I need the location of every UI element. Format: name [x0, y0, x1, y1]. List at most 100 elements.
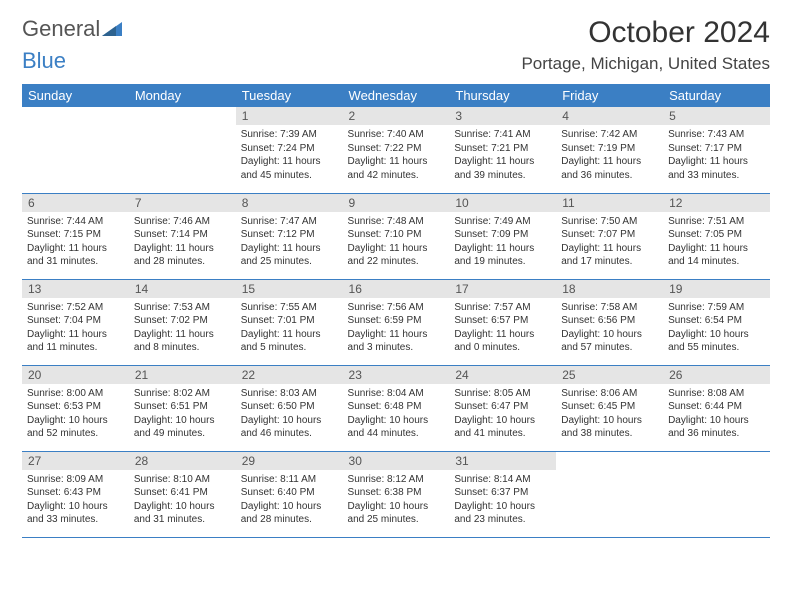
calendar-cell: 8 Sunrise: 7:47 AMSunset: 7:12 PMDaylight…: [236, 193, 343, 279]
daylight-text: Daylight: 11 hours and 14 minutes.: [668, 242, 765, 269]
day-details: Sunrise: 8:09 AMSunset: 6:43 PMDaylight:…: [22, 470, 129, 530]
daylight-text: Daylight: 11 hours and 5 minutes.: [241, 328, 338, 355]
sunset-text: Sunset: 6:51 PM: [134, 400, 231, 414]
daylight-text: Daylight: 11 hours and 25 minutes.: [241, 242, 338, 269]
calendar-cell: 31Sunrise: 8:14 AMSunset: 6:37 PMDayligh…: [449, 451, 556, 537]
calendar-cell: 29Sunrise: 8:11 AMSunset: 6:40 PMDayligh…: [236, 451, 343, 537]
sunset-text: Sunset: 7:15 PM: [27, 228, 124, 242]
calendar-cell: 9Sunrise: 7:48 AMSunset: 7:10 PMDaylight…: [343, 193, 450, 279]
day-details: Sunrise: 7:49 AMSunset: 7:09 PMDaylight:…: [449, 212, 556, 272]
daylight-text: Daylight: 10 hours and 38 minutes.: [561, 414, 658, 441]
weekday-mon: Monday: [129, 84, 236, 107]
day-details: Sunrise: 7:44 AMSunset: 7:15 PMDaylight:…: [22, 212, 129, 272]
day-number: 20: [22, 366, 129, 384]
sunrise-text: Sunrise: 7:48 AM: [348, 215, 445, 229]
weekday-sun: Sunday: [22, 84, 129, 107]
sunset-text: Sunset: 6:59 PM: [348, 314, 445, 328]
daylight-text: Daylight: 11 hours and 22 minutes.: [348, 242, 445, 269]
daylight-text: Daylight: 10 hours and 25 minutes.: [348, 500, 445, 527]
calendar-cell: 12Sunrise: 7:51 AMSunset: 7:05 PMDayligh…: [663, 193, 770, 279]
daylight-text: Daylight: 11 hours and 17 minutes.: [561, 242, 658, 269]
logo-blue: Blue: [22, 48, 66, 73]
logo-general: General: [22, 16, 100, 41]
day-details: Sunrise: 8:11 AMSunset: 6:40 PMDaylight:…: [236, 470, 343, 530]
day-details: Sunrise: 8:05 AMSunset: 6:47 PMDaylight:…: [449, 384, 556, 444]
day-number: 29: [236, 452, 343, 470]
sunrise-text: Sunrise: 8:04 AM: [348, 387, 445, 401]
day-details: Sunrise: 8:02 AMSunset: 6:51 PMDaylight:…: [129, 384, 236, 444]
daylight-text: Daylight: 10 hours and 52 minutes.: [27, 414, 124, 441]
daylight-text: Daylight: 11 hours and 3 minutes.: [348, 328, 445, 355]
calendar-cell: 15Sunrise: 7:55 AMSunset: 7:01 PMDayligh…: [236, 279, 343, 365]
day-details: Sunrise: 7:52 AMSunset: 7:04 PMDaylight:…: [22, 298, 129, 358]
sunset-text: Sunset: 7:05 PM: [668, 228, 765, 242]
sunset-text: Sunset: 6:53 PM: [27, 400, 124, 414]
sunset-text: Sunset: 7:14 PM: [134, 228, 231, 242]
sunrise-text: Sunrise: 8:14 AM: [454, 473, 551, 487]
day-number: 17: [449, 280, 556, 298]
weekday-header-row: Sunday Monday Tuesday Wednesday Thursday…: [22, 84, 770, 107]
sunrise-text: Sunrise: 7:44 AM: [27, 215, 124, 229]
day-number: 8: [236, 194, 343, 212]
sunset-text: Sunset: 6:54 PM: [668, 314, 765, 328]
daylight-text: Daylight: 11 hours and 11 minutes.: [27, 328, 124, 355]
day-number: 13: [22, 280, 129, 298]
sunrise-text: Sunrise: 7:57 AM: [454, 301, 551, 315]
sunset-text: Sunset: 7:02 PM: [134, 314, 231, 328]
day-number: 31: [449, 452, 556, 470]
sunset-text: Sunset: 7:10 PM: [348, 228, 445, 242]
sunrise-text: Sunrise: 7:55 AM: [241, 301, 338, 315]
day-details: Sunrise: 8:00 AMSunset: 6:53 PMDaylight:…: [22, 384, 129, 444]
day-details: Sunrise: 7:56 AMSunset: 6:59 PMDaylight:…: [343, 298, 450, 358]
calendar-cell: 26Sunrise: 8:08 AMSunset: 6:44 PMDayligh…: [663, 365, 770, 451]
calendar-row: 6Sunrise: 7:44 AMSunset: 7:15 PMDaylight…: [22, 193, 770, 279]
sunset-text: Sunset: 6:57 PM: [454, 314, 551, 328]
day-number: 28: [129, 452, 236, 470]
day-details: Sunrise: 8:12 AMSunset: 6:38 PMDaylight:…: [343, 470, 450, 530]
day-number: 4: [556, 107, 663, 125]
sunrise-text: Sunrise: 7:42 AM: [561, 128, 658, 142]
daylight-text: Daylight: 11 hours and 33 minutes.: [668, 155, 765, 182]
daylight-text: Daylight: 10 hours and 46 minutes.: [241, 414, 338, 441]
sunset-text: Sunset: 6:56 PM: [561, 314, 658, 328]
day-number: 1: [236, 107, 343, 125]
sunset-text: Sunset: 6:37 PM: [454, 486, 551, 500]
daylight-text: Daylight: 11 hours and 31 minutes.: [27, 242, 124, 269]
day-details: Sunrise: 8:10 AMSunset: 6:41 PMDaylight:…: [129, 470, 236, 530]
calendar-cell: 11Sunrise: 7:50 AMSunset: 7:07 PMDayligh…: [556, 193, 663, 279]
calendar-cell: 16Sunrise: 7:56 AMSunset: 6:59 PMDayligh…: [343, 279, 450, 365]
sunrise-text: Sunrise: 7:52 AM: [27, 301, 124, 315]
daylight-text: Daylight: 10 hours and 44 minutes.: [348, 414, 445, 441]
day-details: Sunrise: 7:46 AMSunset: 7:14 PMDaylight:…: [129, 212, 236, 272]
sunset-text: Sunset: 7:17 PM: [668, 142, 765, 156]
day-number: 25: [556, 366, 663, 384]
header: General Blue October 2024 Portage, Michi…: [22, 16, 770, 74]
day-details: Sunrise: 7:57 AMSunset: 6:57 PMDaylight:…: [449, 298, 556, 358]
location: Portage, Michigan, United States: [521, 54, 770, 74]
calendar-cell: [663, 451, 770, 537]
day-number: 27: [22, 452, 129, 470]
sunset-text: Sunset: 6:40 PM: [241, 486, 338, 500]
sunrise-text: Sunrise: 8:03 AM: [241, 387, 338, 401]
calendar-body: 1Sunrise: 7:39 AMSunset: 7:24 PMDaylight…: [22, 107, 770, 537]
sunrise-text: Sunrise: 7:47 AM: [241, 215, 338, 229]
calendar-row: 27Sunrise: 8:09 AMSunset: 6:43 PMDayligh…: [22, 451, 770, 537]
sunrise-text: Sunrise: 7:43 AM: [668, 128, 765, 142]
calendar-cell: 20Sunrise: 8:00 AMSunset: 6:53 PMDayligh…: [22, 365, 129, 451]
day-details: Sunrise: 8:06 AMSunset: 6:45 PMDaylight:…: [556, 384, 663, 444]
sunrise-text: Sunrise: 8:06 AM: [561, 387, 658, 401]
sunrise-text: Sunrise: 8:10 AM: [134, 473, 231, 487]
sunset-text: Sunset: 7:12 PM: [241, 228, 338, 242]
weekday-thu: Thursday: [449, 84, 556, 107]
weekday-wed: Wednesday: [343, 84, 450, 107]
day-number: 6: [22, 194, 129, 212]
daylight-text: Daylight: 11 hours and 19 minutes.: [454, 242, 551, 269]
daylight-text: Daylight: 11 hours and 0 minutes.: [454, 328, 551, 355]
calendar-cell: 4Sunrise: 7:42 AMSunset: 7:19 PMDaylight…: [556, 107, 663, 193]
sunrise-text: Sunrise: 7:59 AM: [668, 301, 765, 315]
calendar-cell: 1Sunrise: 7:39 AMSunset: 7:24 PMDaylight…: [236, 107, 343, 193]
daylight-text: Daylight: 10 hours and 36 minutes.: [668, 414, 765, 441]
day-number: 30: [343, 452, 450, 470]
day-details: Sunrise: 7:51 AMSunset: 7:05 PMDaylight:…: [663, 212, 770, 272]
day-number: 3: [449, 107, 556, 125]
